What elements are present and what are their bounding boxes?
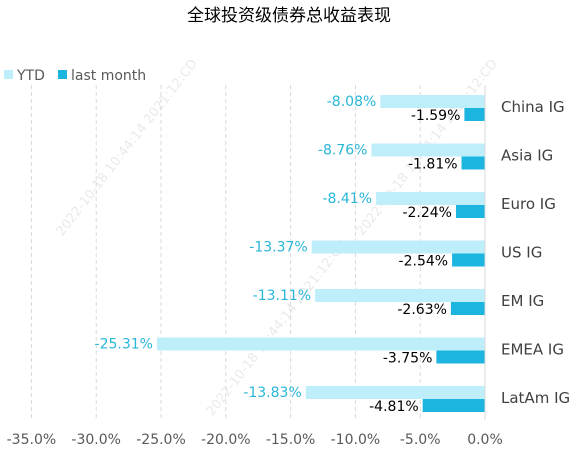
bar-last-month bbox=[461, 156, 485, 170]
bars: -8.08% -1.59% -8.76% -1.81% -8.41% -2.24% -13.… bbox=[95, 94, 485, 415]
data-label-ytd: -8.08% bbox=[327, 94, 377, 110]
category-label: US IG bbox=[501, 244, 542, 262]
category-label: China IG bbox=[501, 98, 565, 116]
bar-ytd bbox=[376, 192, 485, 205]
x-tick-label: 0.0% bbox=[467, 432, 503, 448]
legend-label-last-month: last month bbox=[71, 68, 146, 84]
bar-last-month bbox=[436, 350, 485, 364]
bar-last-month bbox=[464, 108, 485, 121]
category-labels: China IG Asia IG Euro IG US IG EM IG EMEA IG L… bbox=[501, 98, 570, 407]
data-label-ytd: -13.11% bbox=[253, 288, 311, 304]
legend: YTD last month bbox=[4, 68, 146, 84]
data-label-last-month: -1.81% bbox=[408, 157, 458, 173]
bar-last-month bbox=[422, 399, 485, 412]
x-tick-label: -15.0% bbox=[266, 432, 316, 448]
legend-swatch-ytd bbox=[4, 70, 13, 79]
data-label-ytd: -13.37% bbox=[249, 240, 307, 256]
data-label-last-month: -2.24% bbox=[402, 205, 452, 221]
bar-last-month bbox=[455, 205, 485, 218]
x-tick-label: -5.0% bbox=[400, 432, 441, 448]
data-label-ytd: -25.31% bbox=[95, 337, 153, 353]
bar-ytd bbox=[315, 289, 485, 302]
legend-swatch-last-month bbox=[58, 70, 67, 79]
bar-ytd bbox=[380, 95, 485, 108]
watermark-text: 2022-10-18 10:44:14 2021:12:CD bbox=[54, 57, 201, 239]
data-label-ytd: -8.76% bbox=[318, 143, 368, 159]
data-label-last-month: -2.63% bbox=[397, 302, 447, 318]
bar-ytd bbox=[156, 337, 485, 351]
category-label: Euro IG bbox=[501, 195, 556, 213]
x-tick-label: -10.0% bbox=[331, 432, 381, 448]
category-label: EM IG bbox=[501, 292, 544, 310]
data-label-last-month: -2.54% bbox=[399, 254, 449, 270]
bar-ytd bbox=[311, 240, 485, 254]
bar-last-month bbox=[452, 253, 485, 267]
x-tick-label: -35.0% bbox=[7, 432, 57, 448]
x-axis: -35.0% -30.0% -25.0% -20.0% -15.0% -10.0% -5.0… bbox=[7, 85, 503, 448]
bar-last-month bbox=[450, 302, 485, 315]
data-label-last-month: -3.75% bbox=[383, 351, 433, 367]
data-label-last-month: -4.81% bbox=[369, 399, 419, 415]
x-tick-label: -20.0% bbox=[201, 432, 251, 448]
x-tick-label: -30.0% bbox=[71, 432, 121, 448]
category-label: Asia IG bbox=[501, 147, 553, 165]
bar-ytd bbox=[371, 143, 485, 157]
x-tick-label: -25.0% bbox=[136, 432, 186, 448]
bar-ytd bbox=[305, 386, 485, 399]
data-label-last-month: -1.59% bbox=[411, 108, 461, 124]
category-label: LatAm IG bbox=[501, 389, 570, 407]
data-label-ytd: -8.41% bbox=[322, 191, 372, 207]
chart-title: 全球投资级债券总收益表现 bbox=[187, 6, 391, 26]
category-label: EMEA IG bbox=[501, 341, 564, 359]
legend-label-ytd: YTD bbox=[16, 68, 45, 84]
data-label-ytd: -13.83% bbox=[243, 385, 301, 401]
